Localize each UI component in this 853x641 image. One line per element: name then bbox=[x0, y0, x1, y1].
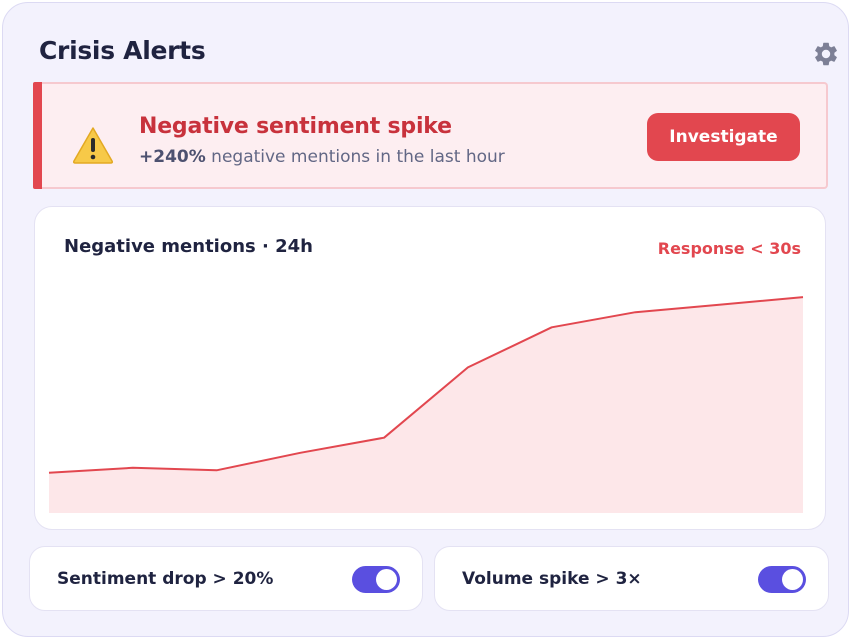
series-line bbox=[48, 296, 804, 474]
alert-title: Negative sentiment spike bbox=[139, 114, 452, 139]
rule-card-sentiment-drop: Sentiment drop > 20% bbox=[29, 546, 423, 611]
gear-icon[interactable] bbox=[812, 40, 840, 68]
toggle-knob bbox=[782, 569, 803, 590]
alert-banner: Negative sentiment spike +240% negative … bbox=[33, 82, 828, 189]
page-title: Crisis Alerts bbox=[39, 36, 206, 65]
alert-description: +240% negative mentions in the last hour bbox=[139, 147, 505, 167]
toggle-knob bbox=[376, 569, 397, 590]
rule-card-volume-spike: Volume spike > 3× bbox=[434, 546, 829, 611]
rule-label-volume-spike: Volume spike > 3× bbox=[462, 569, 642, 589]
chart-title: Negative mentions · 24h bbox=[64, 236, 313, 257]
investigate-button[interactable]: Investigate bbox=[647, 113, 800, 161]
negative-mentions-chart bbox=[48, 296, 804, 513]
series-area bbox=[49, 297, 803, 513]
warning-icon bbox=[72, 127, 114, 164]
volume-spike-toggle[interactable] bbox=[758, 566, 806, 593]
chart-card: Negative mentions · 24h Response < 30s bbox=[34, 206, 826, 530]
alert-change-value: +240% bbox=[139, 147, 206, 167]
alert-description-text: negative mentions in the last hour bbox=[205, 147, 505, 167]
response-time-badge: Response < 30s bbox=[657, 239, 801, 258]
alert-accent-bar bbox=[33, 82, 42, 189]
rule-label-sentiment-drop: Sentiment drop > 20% bbox=[57, 569, 274, 589]
sentiment-drop-toggle[interactable] bbox=[352, 566, 400, 593]
